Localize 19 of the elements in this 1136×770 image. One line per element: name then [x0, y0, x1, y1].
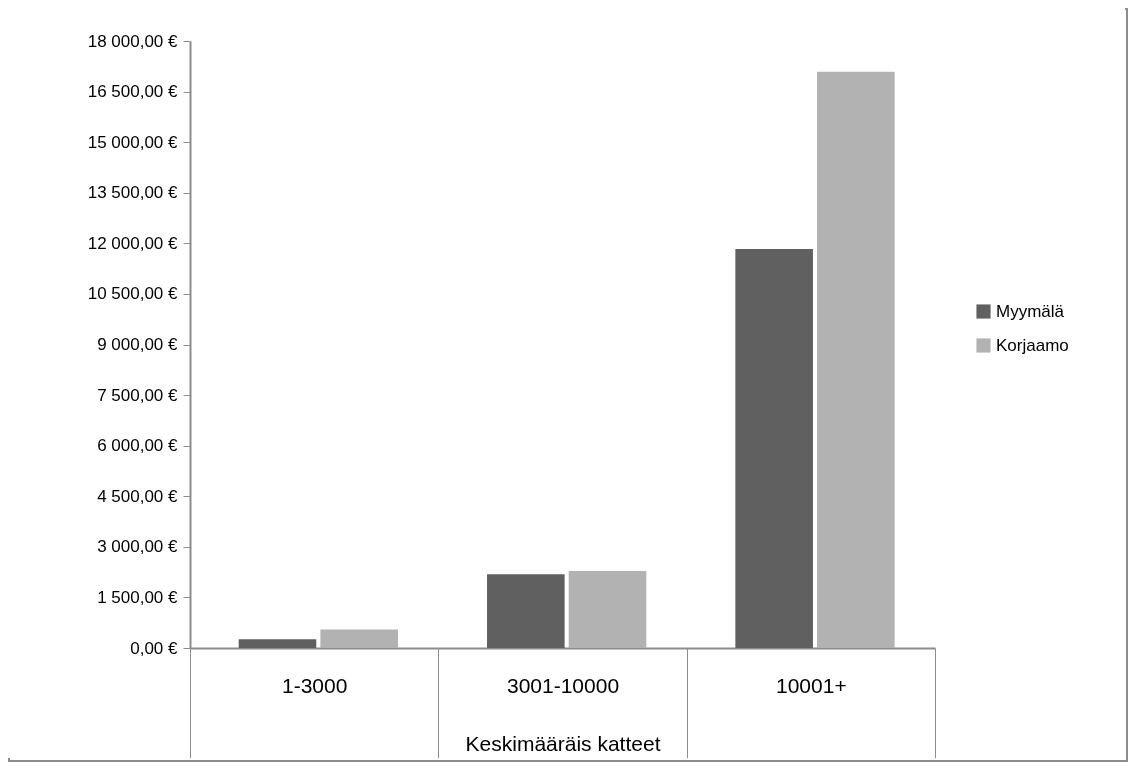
y-tick-label: 10 500,00 € — [87, 284, 179, 304]
y-tick-label: 13 500,00 € — [87, 183, 179, 203]
y-tick-label: 1 500,00 € — [97, 587, 179, 607]
x-tick-label: 1-3000 — [281, 673, 348, 697]
y-tick-label: 0,00 € — [130, 638, 179, 658]
y-tick-label: 4 500,00 € — [97, 486, 179, 506]
y-tick-label: 16 500,00 € — [87, 82, 179, 102]
y-tick-label: 18 000,00 € — [87, 31, 179, 51]
y-tick-label: 12 000,00 € — [87, 233, 179, 253]
x-tick-label: 3001-10000 — [506, 673, 620, 697]
y-tick-label: 15 000,00 € — [87, 132, 179, 152]
y-tick-label: 6 000,00 € — [97, 436, 179, 456]
y-tick-label: 7 500,00 € — [97, 385, 179, 405]
y-tick-label: 9 000,00 € — [97, 335, 179, 354]
legend-label: Myymälä — [996, 301, 1065, 321]
x-tick-label: 10001+ — [776, 673, 847, 697]
y-tick-label: 3 000,00 € — [97, 537, 179, 557]
legend-label: Korjaamo — [996, 335, 1069, 355]
x-axis-title: Keskimääräis katteet — [465, 731, 661, 755]
